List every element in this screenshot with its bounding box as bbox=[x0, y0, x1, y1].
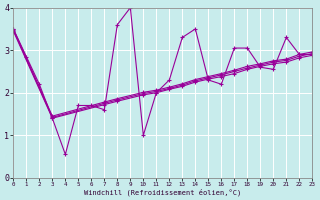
X-axis label: Windchill (Refroidissement éolien,°C): Windchill (Refroidissement éolien,°C) bbox=[84, 188, 242, 196]
